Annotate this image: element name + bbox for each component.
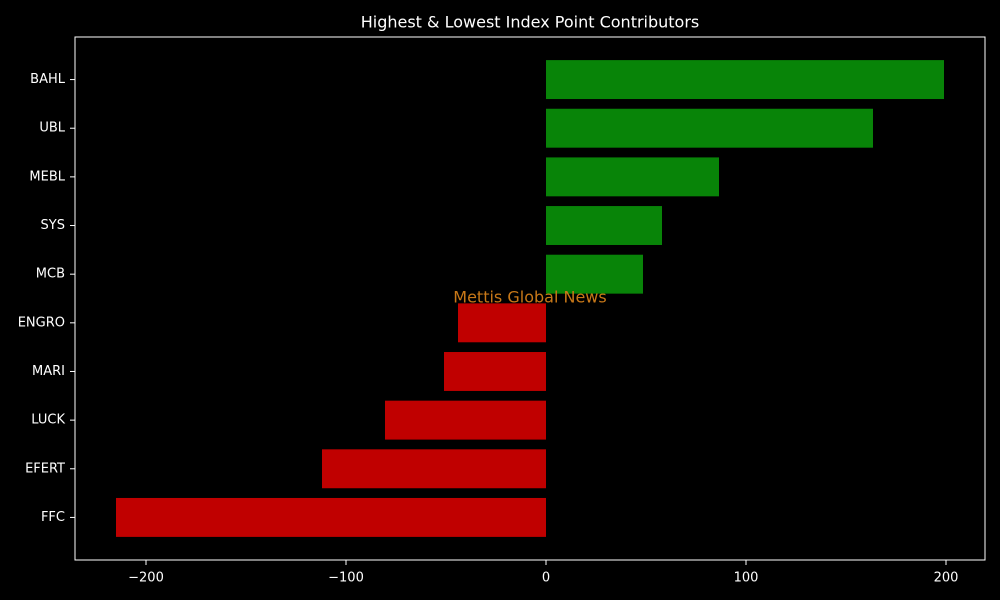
y-tick-label: SYS <box>41 218 65 233</box>
y-tick-label: LUCK <box>31 413 65 428</box>
y-tick-label: ENGRO <box>18 315 65 330</box>
y-tick-label: UBL <box>39 121 65 136</box>
bar <box>385 400 546 440</box>
bar <box>546 108 873 148</box>
y-tick-label: EFERT <box>25 461 65 476</box>
y-tick-label: MCB <box>36 267 65 282</box>
y-tick-label: MARI <box>32 364 65 379</box>
bar <box>116 497 546 537</box>
x-tick-label: −100 <box>328 571 364 586</box>
bar <box>546 206 662 245</box>
plot-frame <box>74 36 986 561</box>
bar <box>444 352 546 391</box>
y-tick-label: FFC <box>41 510 65 525</box>
bar <box>458 303 546 343</box>
bar <box>546 254 643 294</box>
y-tick-label: MEBL <box>29 169 65 184</box>
x-tick-label: 0 <box>542 571 550 586</box>
x-tick-label: 200 <box>934 571 959 586</box>
bar <box>546 60 944 100</box>
watermark: Mettis Global News <box>453 288 606 307</box>
bar <box>546 157 719 197</box>
bar <box>322 449 546 489</box>
chart-title: Highest & Lowest Index Point Contributor… <box>361 13 700 32</box>
x-tick-label: −200 <box>128 571 164 586</box>
y-tick-label: BAHL <box>30 72 66 87</box>
x-tick-label: 100 <box>734 571 759 586</box>
